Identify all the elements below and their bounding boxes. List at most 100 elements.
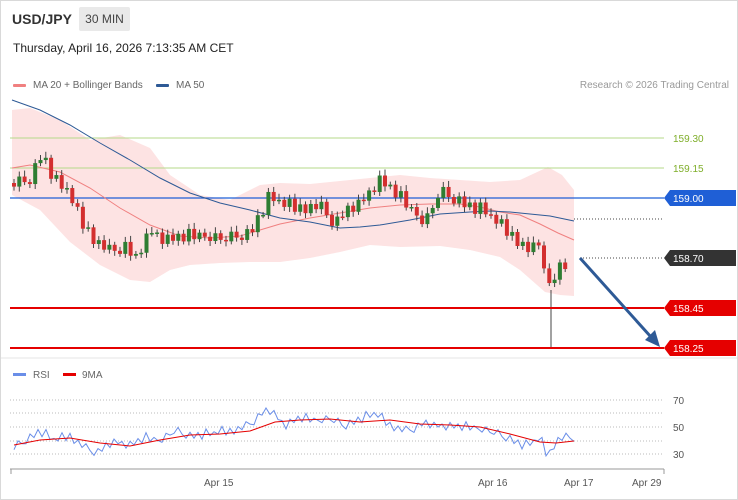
candle-bullish	[552, 279, 557, 284]
candle-bullish	[255, 215, 260, 233]
last-price-tag	[664, 250, 736, 266]
candle-bearish	[282, 199, 287, 207]
candle-bearish	[414, 207, 419, 216]
candle-bullish	[197, 232, 202, 240]
candle-bearish	[451, 196, 456, 204]
candle-bearish	[473, 202, 478, 214]
candle-bullish	[277, 199, 281, 202]
rsi-label: RSI	[33, 370, 50, 381]
ma50-line	[11, 99, 575, 229]
candle-bearish	[292, 198, 297, 212]
candle-bullish	[388, 184, 393, 187]
candle-bullish	[441, 186, 446, 198]
candle-bearish	[383, 175, 387, 187]
candle-bearish	[49, 157, 54, 179]
ma50-label: MA 50	[176, 80, 205, 91]
candle-bearish	[547, 268, 552, 284]
candle-bearish	[489, 214, 493, 216]
candle-bearish	[202, 232, 207, 237]
legend-ma20: MA 20 + Bollinger Bands	[13, 80, 143, 91]
x-label-apr29: Apr 29	[632, 478, 662, 489]
r1-label: 159.15	[673, 164, 704, 175]
candle-bullish	[33, 163, 38, 185]
rsi-line	[13, 407, 575, 458]
candle-bearish	[27, 182, 32, 185]
candle-bearish	[393, 184, 398, 198]
s2-label: 158.25	[673, 344, 704, 355]
candle-bearish	[118, 250, 122, 254]
legend-ma50: MA 50	[156, 80, 204, 91]
candle-bullish	[335, 216, 340, 226]
candle-bearish	[536, 242, 541, 246]
timeframe-badge[interactable]: 30 MIN	[79, 7, 130, 31]
candlesticks	[12, 151, 568, 347]
candle-bullish	[96, 240, 101, 244]
candle-bullish	[139, 252, 144, 255]
candle-bullish	[398, 191, 403, 198]
candle-bullish	[425, 213, 430, 225]
rsi-axis-50: 50	[673, 423, 685, 434]
pivot-tag	[664, 190, 736, 206]
x-label-apr17: Apr 17	[564, 478, 594, 489]
candle-bullish	[86, 227, 91, 229]
candle-bullish	[38, 160, 43, 164]
candle-bearish	[324, 201, 329, 215]
candle-bullish	[266, 191, 271, 215]
last-price-label: 158.70	[673, 254, 704, 265]
candle-bullish	[510, 231, 515, 236]
candle-bullish	[287, 198, 292, 207]
candle-bullish	[345, 205, 350, 218]
candle-bearish	[160, 232, 165, 244]
candle-bearish	[404, 191, 409, 208]
candle-bullish	[229, 231, 234, 242]
x-label-apr15: Apr 15	[204, 478, 234, 489]
candle-bearish	[483, 202, 488, 215]
candle-bearish	[70, 188, 75, 204]
candle-bearish	[563, 262, 568, 270]
candle-bullish	[319, 201, 324, 210]
rsi-swatch	[13, 373, 26, 376]
candle-bullish	[17, 176, 22, 187]
candle-bearish	[181, 233, 186, 242]
x-label-apr16: Apr 16	[478, 478, 508, 489]
candle-bearish	[22, 176, 27, 183]
candle-bearish	[462, 196, 467, 208]
candle-bullish	[531, 242, 536, 253]
candle-bullish	[149, 233, 154, 235]
candle-bearish	[12, 183, 16, 187]
candle-bearish	[330, 214, 334, 226]
r2-label: 159.30	[673, 134, 704, 145]
candle-bullish	[298, 204, 303, 212]
candle-bullish	[176, 233, 181, 241]
candle-bearish	[420, 215, 425, 225]
candle-bearish	[515, 231, 520, 246]
ma20-line	[11, 164, 575, 241]
s2-tag	[664, 340, 736, 356]
s1-label: 158.45	[673, 304, 704, 315]
candle-bullish	[65, 188, 69, 190]
candle-bearish	[218, 233, 223, 240]
candle-bearish	[250, 229, 255, 233]
candle-bullish	[155, 232, 160, 234]
candle-bearish	[504, 219, 509, 236]
candle-bearish	[494, 214, 499, 224]
candle-bearish	[102, 240, 107, 250]
candle-bearish	[526, 241, 531, 253]
rsi-axis-70: 70	[673, 396, 685, 407]
candle-bullish	[107, 244, 112, 250]
candle-bullish	[308, 203, 313, 214]
candle-bearish	[171, 234, 175, 241]
projection-arrow	[578, 256, 653, 339]
candle-bearish	[91, 227, 96, 244]
candle-bullish	[213, 233, 218, 242]
candle-bullish	[165, 234, 170, 244]
candle-bullish	[123, 241, 128, 254]
candle-bearish	[372, 190, 377, 192]
pivot-label: 159.00	[673, 194, 704, 205]
candle-bullish	[377, 175, 382, 192]
candle-bullish	[467, 202, 472, 208]
candle-bullish	[245, 229, 250, 240]
candle-bullish	[133, 253, 138, 256]
s1-tag	[664, 300, 736, 316]
symbol-label: USD/JPY	[12, 11, 72, 27]
